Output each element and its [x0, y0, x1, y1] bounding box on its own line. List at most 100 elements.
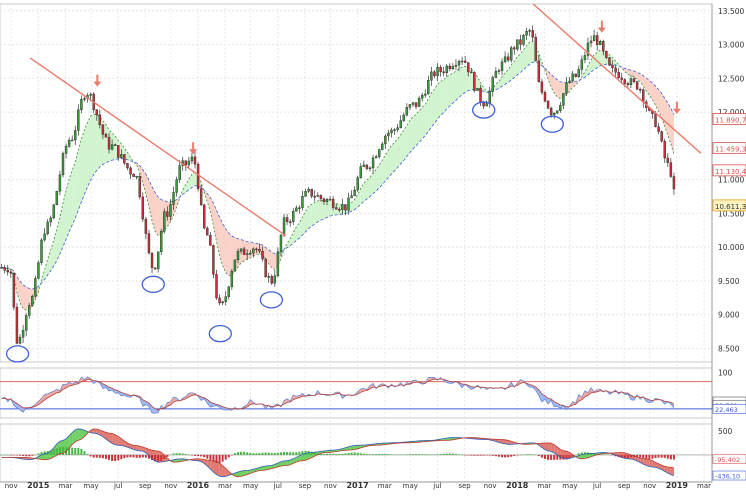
macd-histogram-bar — [319, 453, 322, 455]
macd-histogram-bar — [255, 453, 258, 455]
ma-cloud-segment — [290, 232, 294, 246]
macd-histogram-bar — [660, 454, 663, 458]
macd-histogram-bar — [408, 454, 411, 455]
macd-signal-line — [1, 428, 675, 478]
macd-histogram-bar — [181, 453, 184, 455]
candle — [209, 235, 212, 246]
macd-fill-segment — [145, 448, 149, 456]
macd-fill-segment — [112, 433, 116, 445]
macd-histogram-bar — [611, 454, 614, 456]
ma-cloud-segment — [554, 77, 558, 97]
ma-cloud-segment — [382, 154, 386, 185]
ma-cloud-segment — [145, 174, 149, 207]
candle — [614, 67, 617, 73]
macd-histogram-bar — [129, 454, 132, 458]
macd-histogram-bar — [418, 454, 421, 455]
x-tick-label: jul — [432, 482, 441, 490]
ma-cloud-segment — [369, 172, 374, 197]
ma-cloud-segment — [443, 76, 447, 113]
ma-cloud-segment — [354, 194, 358, 210]
candle — [448, 65, 452, 70]
macd-fill-segment — [670, 467, 674, 476]
ma-cloud-segment — [139, 165, 143, 183]
candle — [24, 315, 28, 331]
candle — [620, 77, 623, 80]
macd-histogram-bar — [338, 453, 341, 455]
macd-histogram-bar — [197, 454, 200, 457]
candle — [420, 94, 424, 99]
candle — [344, 204, 347, 211]
candle — [540, 81, 544, 93]
candle — [537, 60, 541, 83]
ma-cloud-segment — [47, 250, 51, 276]
candle — [335, 207, 338, 210]
ma-cloud-segment — [459, 67, 463, 98]
ma-cloud-segment — [615, 60, 619, 67]
candle — [491, 77, 495, 92]
candle — [445, 65, 448, 74]
candle — [666, 157, 669, 163]
macd-histogram-bar — [61, 447, 65, 455]
macd-histogram-bar — [375, 454, 378, 455]
price-tick-label: 13.500 — [718, 7, 744, 16]
candle — [519, 39, 522, 45]
candle — [279, 234, 283, 252]
ma-cloud-segment — [670, 108, 674, 155]
ma-cloud-segment — [26, 287, 30, 311]
candle — [80, 99, 83, 111]
candle — [298, 207, 301, 209]
candle — [457, 60, 461, 66]
macd-fill-segment — [652, 460, 656, 468]
x-tick-label: nov — [324, 482, 337, 490]
candle — [396, 127, 399, 130]
macd-histogram-bar — [326, 453, 329, 455]
macd-histogram-bar — [68, 447, 71, 455]
x-tick-label: sep — [458, 482, 471, 490]
x-tick-label: 2019 — [666, 481, 689, 490]
macd-histogram-bar — [236, 452, 239, 455]
macd-fill-segment — [302, 453, 306, 461]
candle — [629, 78, 633, 86]
ma-cloud-segment — [69, 170, 73, 232]
candle — [433, 71, 436, 77]
macd-histogram-bar — [71, 447, 74, 455]
macd-histogram-bar — [494, 454, 497, 457]
candle — [552, 112, 556, 116]
macd-histogram-bar — [368, 454, 372, 455]
fast-moving-average — [1, 40, 675, 311]
macd-histogram-bar — [623, 454, 626, 459]
macd-histogram-bar — [350, 452, 353, 455]
macd-histogram-bar — [448, 453, 451, 455]
macd-histogram-bar — [497, 454, 500, 457]
ma-cloud-segment — [578, 76, 582, 82]
ma-cloud-segment — [627, 69, 631, 76]
macd-histogram-bar — [344, 453, 347, 455]
candle — [276, 251, 280, 277]
macd-histogram-bar — [43, 451, 46, 455]
ma-cloud-segment — [59, 202, 63, 255]
candle — [203, 204, 206, 229]
macd-histogram-bar — [276, 452, 279, 455]
macd-fill-segment — [293, 457, 297, 464]
candle — [430, 71, 433, 81]
candle — [215, 274, 218, 299]
macd-histogram-bar — [279, 452, 282, 455]
ma-cloud-segment — [548, 71, 552, 88]
candle — [497, 70, 501, 72]
macd-fill-segment — [554, 444, 558, 456]
macd-fill-segment — [551, 443, 555, 453]
macd-histogram-bar — [151, 454, 154, 461]
candle — [107, 137, 111, 150]
macd-line — [1, 428, 675, 478]
candle — [49, 217, 52, 223]
oscillator-fill-segment — [360, 388, 364, 393]
candle — [592, 35, 596, 42]
x-tick-label: mar — [378, 482, 392, 490]
macd-histogram-bar — [473, 454, 476, 456]
candle — [218, 297, 221, 304]
candle — [301, 196, 304, 208]
macd-histogram-bar — [138, 454, 141, 458]
macd-histogram-bar — [258, 453, 261, 455]
candle — [500, 61, 504, 71]
candle — [623, 79, 627, 84]
